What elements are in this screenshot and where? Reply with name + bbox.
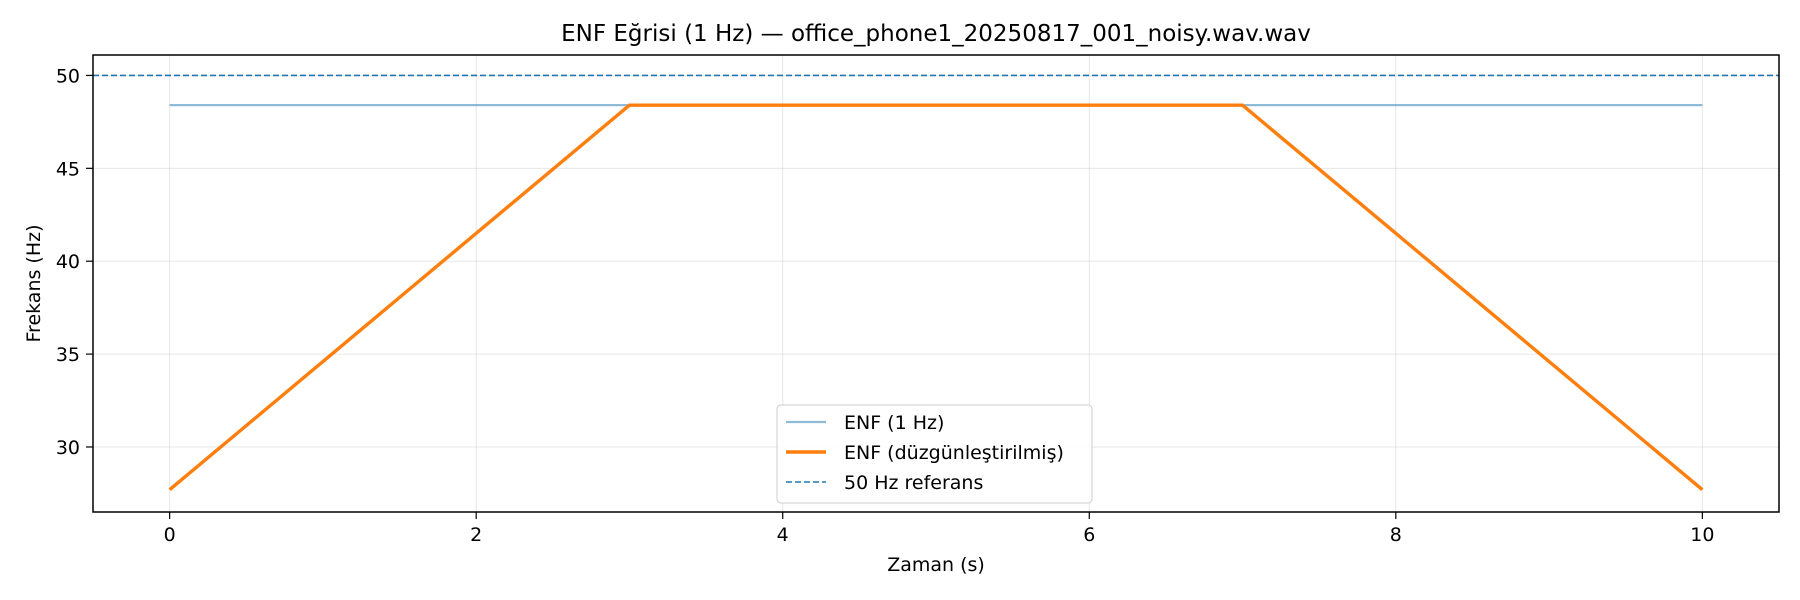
y-axis-label: Frekans (Hz) [23, 224, 45, 342]
y-tick-label: 40 [56, 251, 80, 273]
legend-label: ENF (1 Hz) [844, 412, 944, 434]
x-tick-label: 6 [1083, 524, 1095, 546]
series-line-enf-smoothed [168, 103, 1704, 492]
x-tick-label: 10 [1690, 524, 1714, 546]
axis-ticks: 0 2 4 6 8 10 30 35 40 45 50 [56, 65, 1715, 546]
y-tick-label: 45 [56, 158, 80, 180]
chart-title: ENF Eğrisi (1 Hz) — office_phone1_202508… [561, 21, 1311, 47]
x-tick-label: 2 [470, 524, 482, 546]
plot-series [93, 74, 1779, 492]
x-axis-label: Zaman (s) [887, 554, 985, 576]
legend-label: 50 Hz referans [844, 472, 983, 494]
y-tick-label: 50 [56, 65, 80, 87]
x-tick-label: 4 [777, 524, 789, 546]
legend-box [776, 404, 1093, 504]
x-tick-label: 8 [1390, 524, 1402, 546]
legend-label: ENF (düzgünleştirilmiş) [844, 442, 1064, 464]
plot-frame [92, 54, 1780, 513]
legend: ENF (1 Hz) ENF (düzgünleştirilmiş) 50 Hz r… [776, 404, 1093, 504]
x-tick-label: 0 [164, 524, 176, 546]
y-tick-label: 30 [56, 437, 80, 459]
y-tick-label: 35 [56, 344, 80, 366]
